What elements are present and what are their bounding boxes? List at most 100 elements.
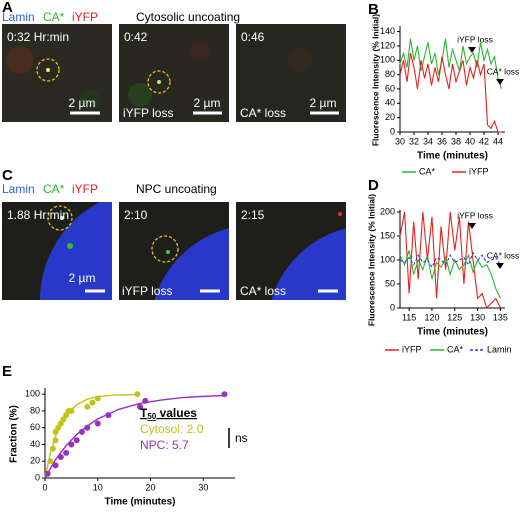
x-tick-label: 120 [424,312,439,322]
x-tick-label: 40 [465,136,475,146]
panel-letter: C [2,167,13,184]
y-tick-label: 100 [25,389,40,399]
x-axis-label: Time (minutes) [105,497,176,508]
panel-letter: B [368,1,379,18]
data-point [94,395,101,402]
x-tick-label: 36 [437,136,447,146]
t50-rest: values [156,406,197,420]
legend-lamin: Lamin [2,182,35,196]
micrograph: 2:10 iYFP loss [119,202,229,300]
x-axis-label: Time (minutes) [417,327,488,338]
micrograph: 0:32 Hr:min 2 µm [2,24,112,122]
cytosol-t50: Cytosol: 2.0 [140,422,204,436]
legend-lamin: Lamin [2,10,35,24]
legend-ca: CA* [43,182,65,196]
data-line [399,38,503,90]
scale-label: 2 µm [310,96,337,110]
x-tick-label: 30 [395,136,405,146]
y-tick-label: 20 [385,112,395,122]
scale-label: 2 µm [194,96,221,110]
data-point [47,458,54,465]
y-tick-label: 0 [390,126,395,136]
data-point [52,437,59,444]
x-tick-label: 32 [409,136,419,146]
x-tick-label: 10 [93,482,103,492]
annotation-marker [496,79,504,85]
data-line [399,251,501,269]
y-axis-label: Fluorescence Intensity (% Initial) [370,14,380,146]
micrograph: 0:42 iYFP loss 2 µm [119,24,229,122]
data-point [221,391,228,398]
caption: CA* loss [240,284,286,298]
panel-letter: A [2,0,13,16]
fit-curve [44,394,225,479]
data-point [84,424,91,431]
data-line [399,250,501,299]
y-tick-label: 80 [385,69,395,79]
data-point [68,441,75,448]
data-point [78,428,85,435]
legend-ca: CA* [43,10,65,24]
x-tick-label: 125 [447,312,462,322]
timestamp: 0:32 Hr:min [7,30,69,44]
timestamp: 2:10 [124,208,148,222]
x-tick-label: 115 [402,312,416,322]
y-tick-label: 40 [385,98,395,108]
scale-label: 2 µm [69,96,96,110]
data-point [142,397,149,404]
y-tick-label: 0 [35,472,40,482]
legend-iyfp: iYFP [72,10,98,24]
x-tick-label: 42 [479,136,489,146]
data-point [57,454,64,461]
panel-letter: E [2,363,12,380]
y-tick-label: 100 [380,55,395,65]
legend-label: CA* [447,344,464,354]
caption: iYFP loss [122,284,172,298]
panel-letter: D [368,177,379,194]
micrograph: 2:15 CA* loss [236,202,346,300]
significance-label: ns [235,431,248,445]
x-axis-label: Time (minutes) [417,151,488,162]
data-point [49,445,56,452]
y-tick-label: 0 [390,302,395,312]
legend-iyfp: iYFP [72,182,98,196]
timestamp: 0:42 [124,30,148,44]
y-tick-label: 150 [380,230,395,240]
y-tick-label: 50 [385,278,395,288]
data-line [399,52,502,133]
caption: CA* loss [240,106,286,120]
annotation-marker [468,47,476,53]
x-tick-label: 30 [198,482,208,492]
data-point [73,437,80,444]
caption: iYFP loss [123,106,173,120]
panel-heading: NPC uncoating [136,182,217,196]
legend-label: Lamin [487,344,512,354]
y-tick-label: 80 [30,405,40,415]
annotation-marker [496,263,504,269]
t50-t: T [140,406,148,420]
y-tick-label: 40 [30,439,40,449]
y-axis-label: Fraction (%) [9,405,20,463]
y-tick-label: 100 [380,254,395,264]
x-tick-label: 20 [146,482,156,492]
data-point [105,412,112,419]
x-tick-label: 0 [42,482,47,492]
x-tick-label: 44 [493,136,503,146]
y-tick-label: 200 [380,206,395,216]
y-tick-label: 60 [385,83,395,93]
x-tick-label: 34 [423,136,433,146]
y-tick-label: 60 [30,422,40,432]
x-tick-label: 135 [493,312,508,322]
y-tick-label: 20 [30,456,40,466]
data-point [89,399,96,406]
data-point [44,470,51,477]
x-tick-label: 130 [470,312,485,322]
data-line [399,211,501,310]
npc-t50: NPC: 5.7 [140,438,189,452]
data-point [52,462,59,469]
data-point [84,403,91,410]
data-point [137,403,143,410]
panel-heading: Cytosolic uncoating [136,10,240,24]
y-tick-label: 120 [380,40,395,50]
